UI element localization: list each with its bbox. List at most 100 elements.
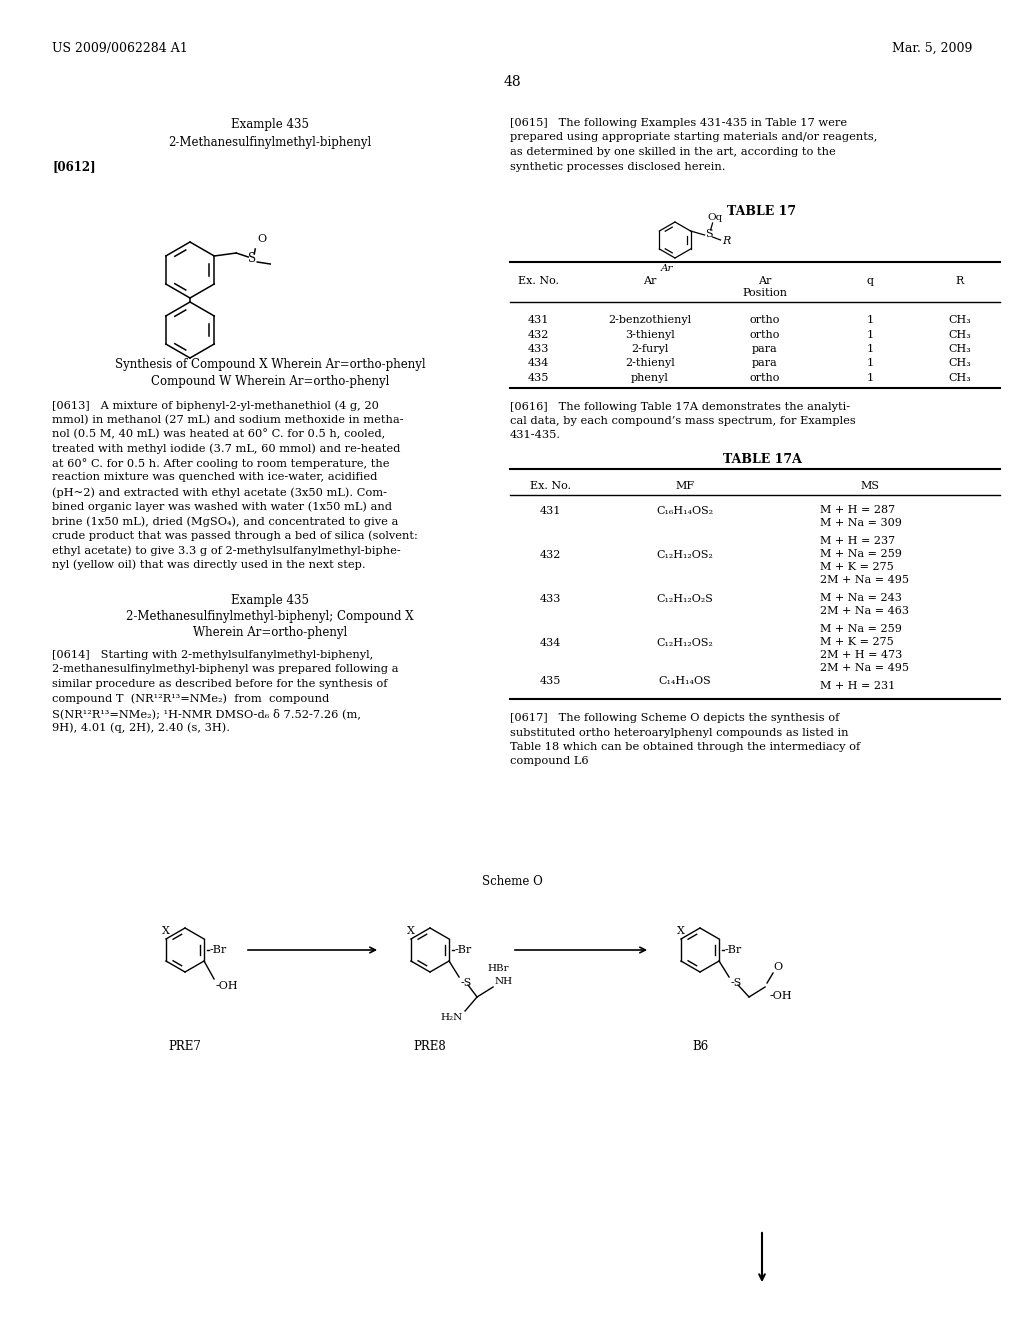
Text: (pH~2) and extracted with ethyl acetate (3x50 mL). Com-: (pH~2) and extracted with ethyl acetate …	[52, 487, 387, 498]
Text: Position: Position	[742, 288, 787, 298]
Text: Table 18 which can be obtained through the intermediacy of: Table 18 which can be obtained through t…	[510, 742, 860, 752]
Text: M + H = 231: M + H = 231	[820, 681, 895, 690]
Text: M + H = 287: M + H = 287	[820, 506, 895, 515]
Text: -Br: -Br	[210, 945, 227, 954]
Text: TABLE 17A: TABLE 17A	[723, 453, 802, 466]
Text: substituted ortho heteroarylphenyl compounds as listed in: substituted ortho heteroarylphenyl compo…	[510, 727, 849, 738]
Text: -S: -S	[460, 978, 471, 987]
Text: CH₃: CH₃	[948, 374, 972, 383]
Text: 435: 435	[540, 676, 561, 686]
Text: ortho: ortho	[750, 374, 780, 383]
Text: nyl (yellow oil) that was directly used in the next step.: nyl (yellow oil) that was directly used …	[52, 560, 366, 570]
Text: PRE7: PRE7	[169, 1040, 202, 1053]
Text: 2M + Na = 495: 2M + Na = 495	[820, 663, 909, 673]
Text: M + Na = 309: M + Na = 309	[820, 517, 902, 528]
Text: at 60° C. for 0.5 h. After cooling to room temperature, the: at 60° C. for 0.5 h. After cooling to ro…	[52, 458, 389, 469]
Text: X: X	[162, 925, 170, 936]
Text: 435: 435	[527, 374, 549, 383]
Text: -Br: -Br	[455, 945, 472, 954]
Text: NH: NH	[494, 977, 512, 986]
Text: [0612]: [0612]	[52, 160, 95, 173]
Text: 2-methanesulfinylmethyl-biphenyl was prepared following a: 2-methanesulfinylmethyl-biphenyl was pre…	[52, 664, 398, 675]
Text: CH₃: CH₃	[948, 315, 972, 325]
Text: 3-thienyl: 3-thienyl	[625, 330, 675, 339]
Text: C₁₄H₁₄OS: C₁₄H₁₄OS	[658, 676, 712, 686]
Text: HBr: HBr	[487, 964, 509, 973]
Text: nol (0.5 M, 40 mL) was heated at 60° C. for 0.5 h, cooled,: nol (0.5 M, 40 mL) was heated at 60° C. …	[52, 429, 385, 440]
Text: PRE8: PRE8	[414, 1040, 446, 1053]
Text: bined organic layer was washed with water (1x50 mL) and: bined organic layer was washed with wate…	[52, 502, 392, 512]
Text: prepared using appropriate starting materials and/or reagents,: prepared using appropriate starting mate…	[510, 132, 878, 143]
Text: 9H), 4.01 (q, 2H), 2.40 (s, 3H).: 9H), 4.01 (q, 2H), 2.40 (s, 3H).	[52, 722, 230, 733]
Text: 2M + H = 473: 2M + H = 473	[820, 649, 902, 660]
Text: crude product that was passed through a bed of silica (solvent:: crude product that was passed through a …	[52, 531, 418, 541]
Text: 431: 431	[540, 507, 561, 516]
Text: compound L6: compound L6	[510, 756, 589, 767]
Text: 1: 1	[866, 359, 873, 368]
Text: CH₃: CH₃	[948, 359, 972, 368]
Text: M + Na = 243: M + Na = 243	[820, 593, 902, 603]
Text: 1: 1	[866, 315, 873, 325]
Text: Ex. No.: Ex. No.	[517, 276, 558, 286]
Text: 2-thienyl: 2-thienyl	[625, 359, 675, 368]
Text: C₁₂H₁₂O₂S: C₁₂H₁₂O₂S	[656, 594, 714, 605]
Text: S: S	[705, 228, 713, 239]
Text: cal data, by each compound’s mass spectrum, for Examples: cal data, by each compound’s mass spectr…	[510, 416, 856, 426]
Text: 48: 48	[503, 75, 521, 88]
Text: para: para	[752, 359, 778, 368]
Text: -S: -S	[730, 978, 741, 987]
Text: CH₃: CH₃	[948, 345, 972, 354]
Text: 432: 432	[540, 550, 561, 561]
Text: brine (1x50 mL), dried (MgSO₄), and concentrated to give a: brine (1x50 mL), dried (MgSO₄), and conc…	[52, 516, 398, 527]
Text: 1: 1	[866, 374, 873, 383]
Text: 433: 433	[540, 594, 561, 605]
Text: as determined by one skilled in the art, according to the: as determined by one skilled in the art,…	[510, 147, 836, 157]
Text: R: R	[723, 236, 731, 246]
Text: M + K = 275: M + K = 275	[820, 638, 894, 647]
Text: [0617]   The following Scheme O depicts the synthesis of: [0617] The following Scheme O depicts th…	[510, 713, 840, 723]
Text: Example 435: Example 435	[231, 117, 309, 131]
Text: 431: 431	[527, 315, 549, 325]
Text: 434: 434	[527, 359, 549, 368]
Text: X: X	[408, 925, 415, 936]
Text: Ex. No.: Ex. No.	[529, 480, 570, 491]
Text: similar procedure as described before for the synthesis of: similar procedure as described before fo…	[52, 678, 387, 689]
Text: ortho: ortho	[750, 330, 780, 339]
Text: [0615]   The following Examples 431-435 in Table 17 were: [0615] The following Examples 431-435 in…	[510, 117, 847, 128]
Text: R: R	[955, 276, 965, 286]
Text: Scheme O: Scheme O	[481, 875, 543, 888]
Text: C₁₂H₁₂OS₂: C₁₂H₁₂OS₂	[656, 550, 714, 561]
Text: -OH: -OH	[769, 991, 792, 1001]
Text: M + H = 237: M + H = 237	[820, 536, 895, 546]
Text: Wherein Ar=ortho-phenyl: Wherein Ar=ortho-phenyl	[193, 626, 347, 639]
Text: reaction mixture was quenched with ice-water, acidified: reaction mixture was quenched with ice-w…	[52, 473, 378, 483]
Text: 2-Methanesulfinylmethyl-biphenyl; Compound X: 2-Methanesulfinylmethyl-biphenyl; Compou…	[126, 610, 414, 623]
Text: phenyl: phenyl	[631, 374, 669, 383]
Text: B6: B6	[692, 1040, 709, 1053]
Text: 2-furyl: 2-furyl	[632, 345, 669, 354]
Text: q: q	[866, 276, 873, 286]
Text: [0613]   A mixture of biphenyl-2-yl-methanethiol (4 g, 20: [0613] A mixture of biphenyl-2-yl-methan…	[52, 400, 379, 411]
Text: 1: 1	[866, 345, 873, 354]
Text: O: O	[257, 234, 266, 244]
Text: -OH: -OH	[215, 981, 238, 991]
Text: 433: 433	[527, 345, 549, 354]
Text: Ar: Ar	[759, 276, 772, 286]
Text: Oq: Oq	[707, 213, 722, 222]
Text: TABLE 17: TABLE 17	[727, 205, 797, 218]
Text: C₁₆H₁₄OS₂: C₁₆H₁₄OS₂	[656, 507, 714, 516]
Text: 432: 432	[527, 330, 549, 339]
Text: S: S	[248, 252, 256, 265]
Text: H₂N: H₂N	[440, 1012, 463, 1022]
Text: mmol) in methanol (27 mL) and sodium methoxide in metha-: mmol) in methanol (27 mL) and sodium met…	[52, 414, 403, 425]
Text: ortho: ortho	[750, 315, 780, 325]
Text: para: para	[752, 345, 778, 354]
Text: treated with methyl iodide (3.7 mL, 60 mmol) and re-heated: treated with methyl iodide (3.7 mL, 60 m…	[52, 444, 400, 454]
Text: C₁₂H₁₂OS₂: C₁₂H₁₂OS₂	[656, 639, 714, 648]
Text: M + K = 275: M + K = 275	[820, 562, 894, 572]
Text: -Br: -Br	[725, 945, 742, 954]
Text: 431-435.: 431-435.	[510, 430, 561, 441]
Text: synthetic processes disclosed herein.: synthetic processes disclosed herein.	[510, 161, 725, 172]
Text: 2M + Na = 495: 2M + Na = 495	[820, 576, 909, 585]
Text: [0616]   The following Table 17A demonstrates the analyti-: [0616] The following Table 17A demonstra…	[510, 401, 850, 412]
